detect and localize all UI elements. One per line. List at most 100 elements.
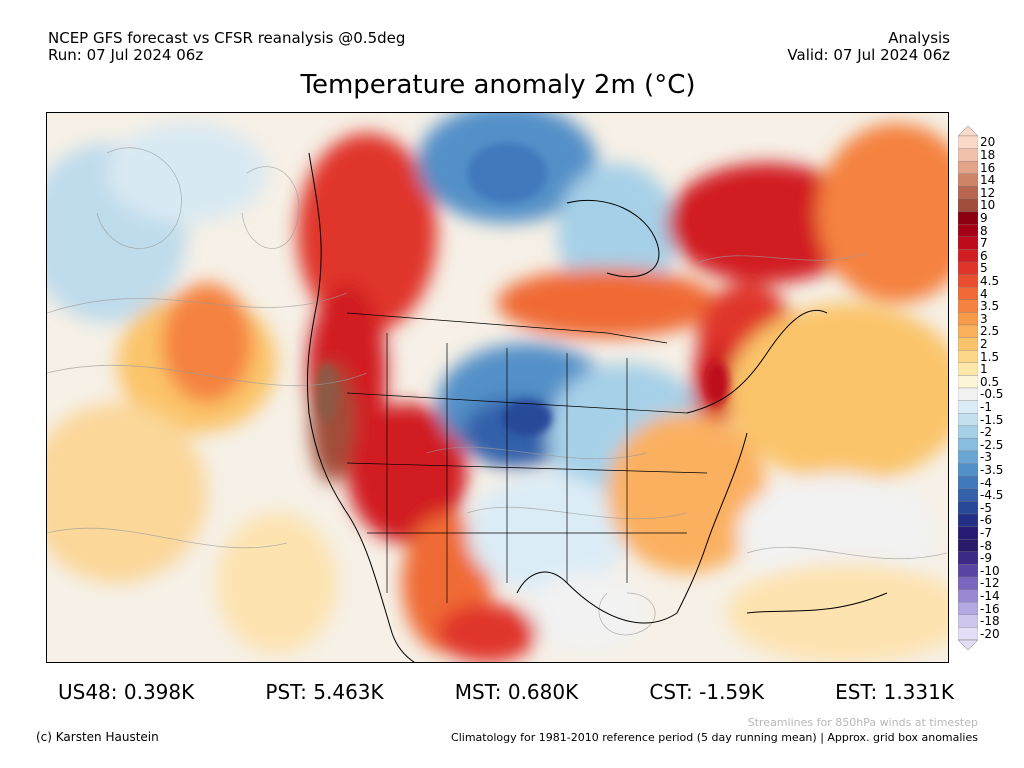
colorbar-label: 1.5 bbox=[980, 349, 1000, 364]
colorbar-swatch bbox=[957, 274, 979, 288]
colorbar-label: 5 bbox=[980, 261, 988, 276]
stat-est: EST: 1.331K bbox=[835, 680, 954, 704]
copyright: (c) Karsten Haustein bbox=[36, 730, 159, 744]
colorbar-swatch bbox=[957, 299, 979, 313]
streamlines bbox=[47, 147, 948, 636]
colorbar-swatch bbox=[957, 526, 979, 540]
anomaly-detail bbox=[317, 143, 729, 436]
model-description: NCEP GFS forecast vs CFSR reanalysis @0.… bbox=[48, 29, 406, 47]
colorbar-swatch bbox=[957, 350, 979, 363]
colorbar-swatch bbox=[957, 425, 979, 439]
colorbar-swatch bbox=[957, 362, 979, 376]
colorbar-swatch bbox=[957, 249, 979, 263]
colorbar-label: 8 bbox=[980, 223, 988, 238]
colorbar-label: -14 bbox=[980, 588, 1000, 603]
colorbar-bottom-arrow bbox=[957, 639, 979, 651]
colorbar-svg bbox=[957, 125, 979, 651]
colorbar-label: -1 bbox=[980, 399, 992, 414]
colorbar-swatch bbox=[957, 539, 979, 552]
colorbar-swatch bbox=[957, 627, 979, 641]
colorbar-label: 12 bbox=[980, 185, 996, 200]
colorbar-swatch bbox=[957, 198, 979, 212]
colorbar-swatch bbox=[957, 224, 979, 237]
colorbar-swatch bbox=[957, 287, 979, 300]
colorbar-swatch bbox=[957, 488, 979, 502]
colorbar-label: -4 bbox=[980, 475, 992, 490]
coastlines bbox=[306, 152, 888, 662]
borders bbox=[346, 312, 708, 603]
map-canvas bbox=[47, 113, 948, 662]
colorbar-label: -16 bbox=[980, 601, 1000, 616]
colorbar-label: 3 bbox=[980, 311, 988, 326]
colorbar-swatch bbox=[957, 135, 979, 149]
colorbar-label: -4.5 bbox=[980, 488, 1004, 503]
colorbar-label: 16 bbox=[980, 160, 996, 175]
colorbar-label: -2.5 bbox=[980, 437, 1004, 452]
colorbar-label: -5 bbox=[980, 500, 992, 515]
colorbar-swatch bbox=[957, 564, 979, 578]
map-title: Temperature anomaly 2m (°C) bbox=[300, 70, 696, 100]
colorbar-swatch bbox=[957, 186, 979, 200]
colorbar-swatch bbox=[957, 387, 979, 401]
header-right: Analysis Valid: 07 Jul 2024 06z bbox=[787, 30, 950, 64]
colorbar-swatch bbox=[957, 400, 979, 414]
colorbar-label: 10 bbox=[980, 198, 996, 213]
colorbar-top-arrow bbox=[957, 125, 979, 137]
colorbar-swatch bbox=[957, 312, 979, 326]
colorbar-label: -6 bbox=[980, 513, 992, 528]
colorbar-label: 14 bbox=[980, 173, 996, 188]
colorbar-label: -20 bbox=[980, 626, 1000, 641]
colorbar-label: -3 bbox=[980, 450, 992, 465]
colorbar-label: 2.5 bbox=[980, 324, 1000, 339]
colorbar-swatch bbox=[957, 501, 979, 515]
colorbar-label: 1 bbox=[980, 362, 988, 377]
colorbar-label: 6 bbox=[980, 248, 988, 263]
colorbar-swatch bbox=[957, 513, 979, 527]
colorbar-label: -18 bbox=[980, 614, 1000, 629]
anomaly-map bbox=[46, 112, 949, 663]
colorbar-swatch bbox=[957, 148, 979, 162]
stat-us48: US48: 0.398K bbox=[58, 680, 195, 704]
colorbar-swatch bbox=[957, 261, 979, 275]
regional-stats: US48: 0.398K PST: 5.463K MST: 0.680K CST… bbox=[58, 680, 954, 704]
stat-cst: CST: -1.59K bbox=[649, 680, 764, 704]
climatology-note: Climatology for 1981-2010 reference peri… bbox=[451, 731, 978, 744]
colorbar-label: -1.5 bbox=[980, 412, 1004, 427]
colorbar-swatch bbox=[957, 614, 979, 628]
colorbar-label: -10 bbox=[980, 563, 1000, 578]
colorbar-label: -3.5 bbox=[980, 462, 1004, 477]
colorbar-label: 18 bbox=[980, 147, 996, 162]
colorbar-label: 7 bbox=[980, 236, 988, 251]
colorbar-swatch bbox=[957, 463, 979, 477]
colorbar-label: -0.5 bbox=[980, 387, 1004, 402]
colorbar-label: 4.5 bbox=[980, 273, 1000, 288]
colorbar-swatch bbox=[957, 450, 979, 464]
colorbar-label: 3.5 bbox=[980, 299, 1000, 314]
colorbar-label: -7 bbox=[980, 525, 992, 540]
colorbar-labels: 20 18 16 14 12 10 9 8 7 6 5 4.5 4 3.5 3 2.5 2 1.5 1 0.5 -0.5… bbox=[980, 126, 1024, 650]
run-time: Run: 07 Jul 2024 06z bbox=[48, 46, 204, 64]
colorbar-swatch bbox=[957, 173, 979, 187]
colorbar-swatch bbox=[957, 236, 979, 250]
stat-mst: MST: 0.680K bbox=[454, 680, 579, 704]
colorbar-label: -2 bbox=[980, 425, 992, 440]
colorbar bbox=[957, 125, 979, 651]
colorbar-swatch bbox=[957, 438, 979, 452]
colorbar-swatch bbox=[957, 551, 979, 565]
streamline-note: Streamlines for 850hPa winds at timestep bbox=[747, 716, 978, 729]
colorbar-swatch bbox=[957, 413, 979, 426]
colorbar-label: 0.5 bbox=[980, 374, 1000, 389]
colorbar-swatch bbox=[957, 211, 979, 225]
colorbar-label: 2 bbox=[980, 336, 988, 351]
colorbar-swatch bbox=[957, 576, 979, 590]
valid-time: Valid: 07 Jul 2024 06z bbox=[787, 46, 950, 64]
colorbar-label: -9 bbox=[980, 551, 992, 566]
colorbar-swatch bbox=[957, 324, 979, 338]
colorbar-label: -12 bbox=[980, 576, 1000, 591]
colorbar-swatch bbox=[957, 602, 979, 615]
analysis-label: Analysis bbox=[888, 29, 950, 47]
colorbar-swatch bbox=[957, 589, 979, 603]
colorbar-label: -8 bbox=[980, 538, 992, 553]
colorbar-swatch bbox=[957, 476, 979, 489]
colorbar-label: 20 bbox=[980, 135, 996, 150]
